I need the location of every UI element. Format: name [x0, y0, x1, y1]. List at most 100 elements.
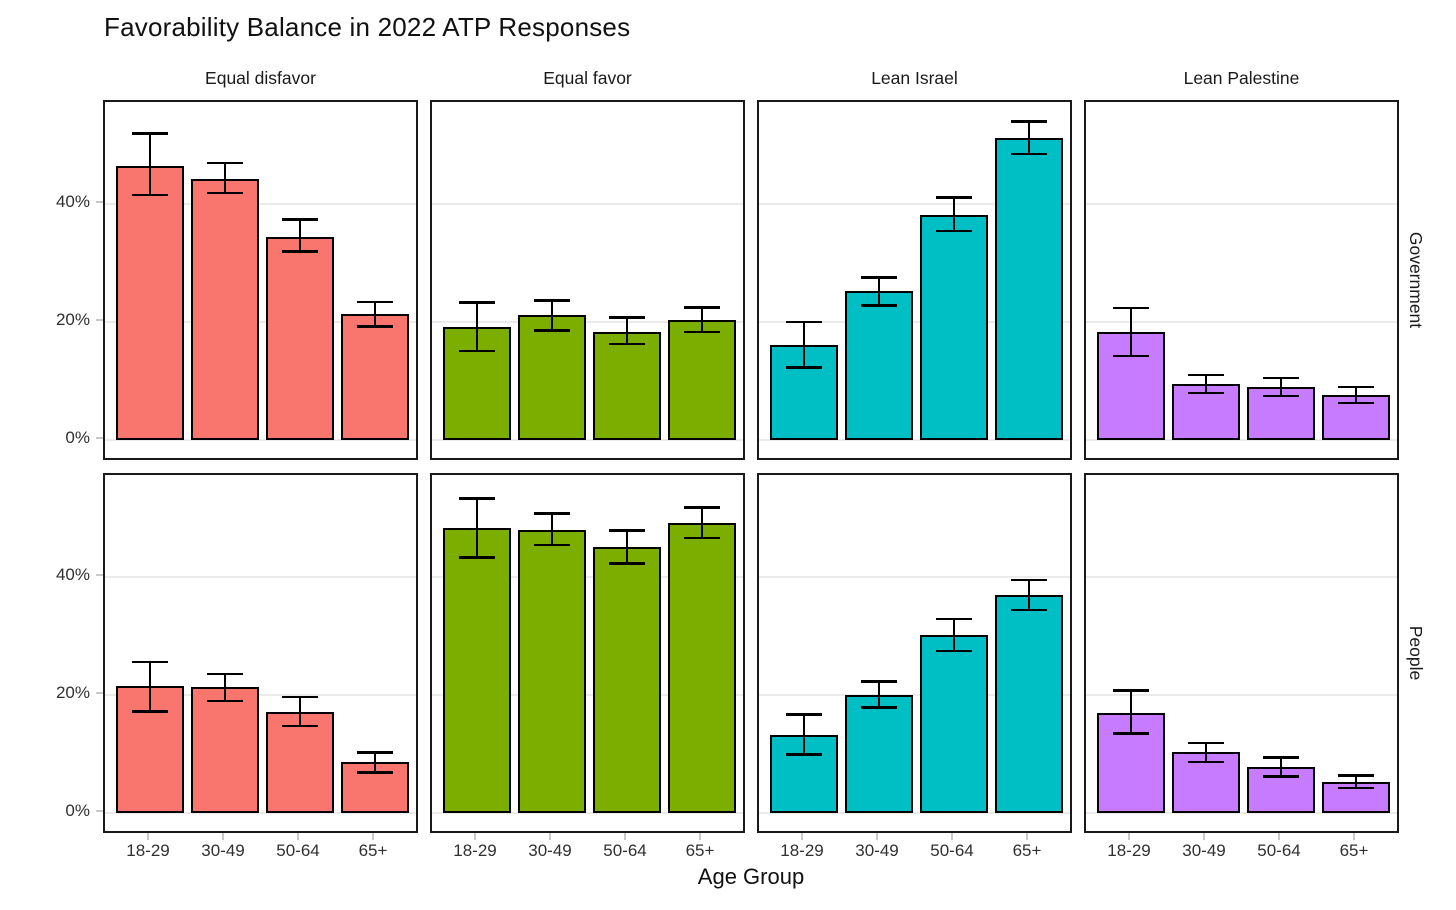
bar-50-64 [593, 331, 661, 441]
error-bar-line-50-64 [298, 696, 302, 726]
error-bar-cap-top-30-49 [1188, 373, 1224, 377]
error-bar-line-65- [700, 507, 704, 539]
gridline-20 [1086, 321, 1397, 324]
error-bar-line-50-64 [1279, 757, 1283, 777]
error-bar-cap-bottom-50-64 [609, 562, 645, 565]
error-bar-cap-bottom-50-64 [936, 229, 972, 233]
gridline-40 [1086, 576, 1397, 579]
gridline-20 [759, 321, 1070, 324]
error-bar-cap-top-50-64 [1263, 756, 1299, 759]
error-bar-cap-top-50-64 [936, 196, 972, 199]
error-bar-line-65- [700, 307, 704, 333]
gridline-20 [1086, 694, 1397, 697]
gridline-40 [1086, 203, 1397, 206]
panel-inner [432, 475, 743, 831]
error-bar-cap-top-65- [1011, 578, 1047, 582]
x-tick-mark [1203, 833, 1205, 840]
y-tick-label-0: 0% [65, 428, 90, 448]
error-bar-cap-bottom-30-49 [534, 543, 570, 547]
x-tick-label-18-29: 18-29 [453, 841, 497, 860]
error-bar-cap-bottom-18-29 [1113, 732, 1149, 735]
error-bar-line-30-49 [223, 162, 227, 193]
panel-government-equal-favor [430, 100, 745, 460]
error-bar-cap-top-65- [684, 506, 720, 509]
error-bar-line-65- [1027, 580, 1031, 611]
panel-government-equal-disfavor [103, 100, 418, 460]
gridline-20 [105, 694, 416, 697]
error-bar-cap-bottom-65- [684, 330, 720, 334]
bar-65- [995, 138, 1063, 441]
y-tick-mark [96, 692, 103, 695]
x-tick-mark [1278, 833, 1280, 840]
x-tick-mark [549, 833, 551, 840]
error-bar-cap-bottom-30-49 [861, 706, 897, 709]
error-bar-cap-bottom-30-49 [1188, 760, 1224, 764]
x-tick-mark [147, 833, 149, 840]
gridline-40 [432, 576, 743, 579]
bar-50-64 [593, 547, 661, 814]
bar-65- [341, 313, 409, 441]
error-bar-cap-bottom-65- [1338, 401, 1374, 405]
gridline-40 [105, 576, 416, 579]
x-tick-mark [297, 833, 299, 840]
y-tick-label-0: 0% [65, 801, 90, 821]
x-tick-mark [1026, 833, 1028, 840]
y-tick-mark [96, 810, 103, 813]
x-tick-mark [1128, 833, 1130, 840]
error-bar-line-18-29 [802, 714, 806, 755]
error-bar-cap-top-18-29 [132, 660, 168, 664]
error-bar-line-65- [373, 302, 377, 327]
error-bar-line-30-49 [877, 681, 881, 708]
gridline-20 [105, 321, 416, 324]
x-tick-label-18-29: 18-29 [126, 841, 170, 860]
bar-18-29 [116, 686, 184, 814]
error-bar-cap-top-65- [357, 300, 393, 304]
error-bar-cap-bottom-65- [357, 771, 393, 774]
panel-people-lean-israel [757, 473, 1072, 833]
error-bar-cap-bottom-30-49 [534, 329, 570, 332]
error-bar-cap-top-18-29 [1113, 306, 1149, 310]
y-tick-label-20: 20% [55, 683, 90, 703]
error-bar-cap-top-30-49 [534, 512, 570, 515]
facet-column-label-equal-favor: Equal favor [543, 68, 632, 88]
bar-30-49 [191, 178, 259, 441]
error-bar-cap-top-30-49 [1188, 741, 1224, 745]
gridline-20 [432, 694, 743, 697]
x-tick-label-50-64: 50-64 [603, 841, 647, 860]
gridline-40 [432, 203, 743, 206]
error-bar-cap-top-18-29 [459, 497, 495, 500]
error-bar-cap-top-50-64 [609, 529, 645, 532]
error-bar-cap-bottom-18-29 [786, 366, 822, 369]
error-bar-cap-top-65- [1011, 120, 1047, 123]
gridline-40 [105, 203, 416, 206]
panel-government-lean-israel [757, 100, 1072, 460]
x-tick-label-30-49: 30-49 [855, 841, 899, 860]
panel-inner [432, 102, 743, 458]
error-bar-cap-top-18-29 [786, 320, 822, 324]
error-bar-line-18-29 [802, 322, 806, 368]
error-bar-cap-top-18-29 [786, 713, 822, 716]
bar-30-49 [845, 694, 913, 814]
error-bar-cap-bottom-65- [1011, 608, 1047, 612]
error-bar-line-30-49 [877, 277, 881, 306]
error-bar-cap-bottom-65- [684, 536, 720, 540]
error-bar-line-30-49 [1204, 742, 1208, 762]
bar-30-49 [518, 315, 586, 441]
x-tick-label-30-49: 30-49 [528, 841, 572, 860]
error-bar-cap-top-30-49 [207, 161, 243, 165]
error-bar-cap-bottom-18-29 [132, 193, 168, 197]
error-bar-cap-bottom-30-49 [207, 699, 243, 703]
error-bar-cap-bottom-50-64 [936, 649, 972, 653]
bar-65- [995, 594, 1063, 814]
x-axis-title: Age Group [697, 864, 805, 889]
y-tick-mark [96, 319, 103, 322]
error-bar-cap-bottom-50-64 [282, 250, 318, 253]
error-bar-cap-bottom-18-29 [459, 349, 495, 353]
panel-inner [759, 102, 1070, 458]
facet-row-label-people: People [1406, 625, 1426, 681]
error-bar-cap-bottom-30-49 [1188, 391, 1224, 395]
x-tick-label-30-49: 30-49 [1182, 841, 1226, 860]
error-bar-cap-top-50-64 [936, 617, 972, 621]
panel-inner [1086, 102, 1397, 458]
